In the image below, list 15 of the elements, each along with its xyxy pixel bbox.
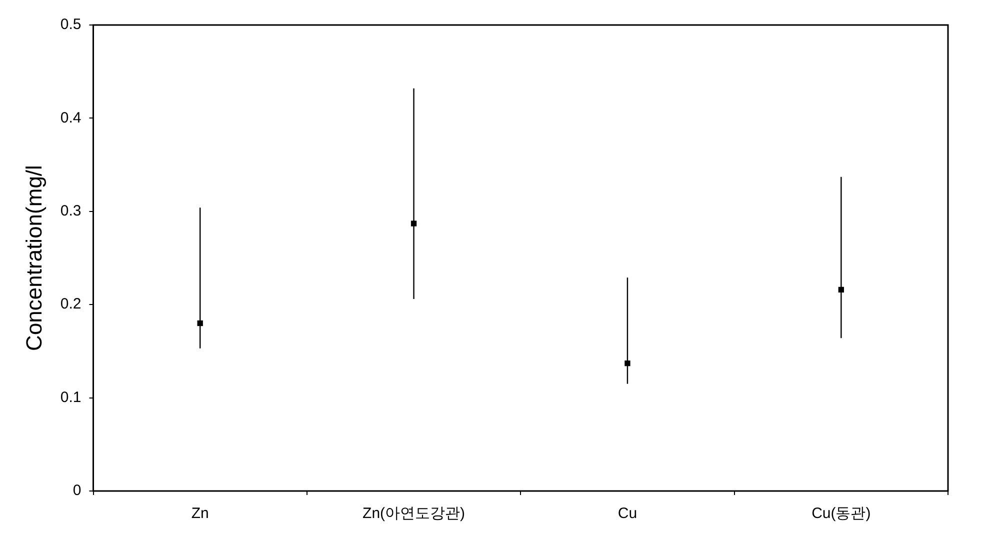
y-axis-title: Concentration(mg/l [21, 165, 46, 351]
y-tick-label: 0.1 [60, 388, 82, 406]
y-tick-label: 0.5 [60, 16, 82, 34]
y-tick-label: 0 [72, 482, 82, 500]
x-tick-label: Cu(동관) [812, 505, 871, 522]
x-tick-label: Zn(아연도강관) [362, 505, 466, 522]
x-tick-label: Zn [191, 505, 209, 522]
y-tick-label: 0.3 [60, 202, 82, 220]
y-tick-label: 0.4 [60, 109, 82, 126]
point [624, 360, 630, 366]
x-tick-label: Cu [618, 505, 638, 522]
point [410, 220, 417, 226]
point [197, 320, 203, 326]
y-tick-label: 0.2 [60, 296, 82, 313]
point [838, 286, 844, 293]
